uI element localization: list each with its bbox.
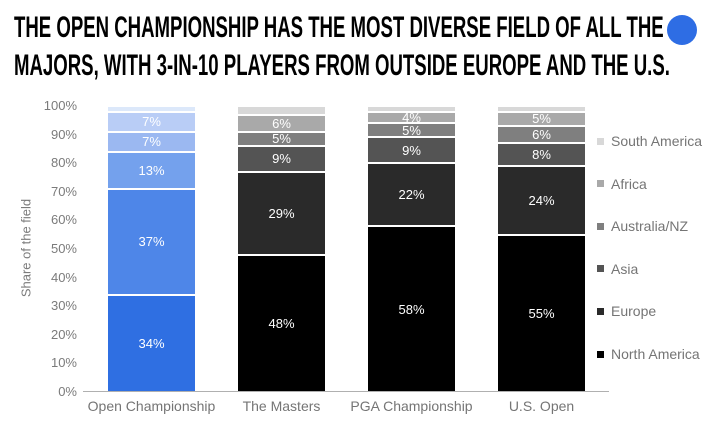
bar-segment: 6% bbox=[238, 113, 325, 131]
bar-segment: 37% bbox=[108, 187, 195, 294]
legend-label: Africa bbox=[611, 175, 647, 192]
bar-segment: 24% bbox=[498, 165, 585, 234]
bar-segment: 9% bbox=[368, 136, 455, 163]
stacked-bar: 48% 29% 9% 5% 6% bbox=[238, 105, 325, 391]
bar-segment: 7% bbox=[108, 130, 195, 151]
legend: South America Africa Australia/NZ Asia Europ… bbox=[597, 0, 716, 435]
bar-segment-label: 9% bbox=[272, 151, 291, 167]
x-axis-category-labels: Open Championship The Masters PGA Champion… bbox=[85, 398, 610, 418]
bar-segment-label: 7% bbox=[142, 114, 161, 130]
bar-segment-label: 6% bbox=[272, 115, 291, 131]
legend-label: Australia/NZ bbox=[611, 218, 689, 235]
legend-item: Asia bbox=[597, 261, 638, 277]
bar-segment-label: 37% bbox=[138, 234, 165, 250]
bar-segment-label: 22% bbox=[398, 187, 425, 203]
bar-segment: 5% bbox=[368, 122, 455, 138]
bar-segment-label: 34% bbox=[138, 335, 165, 351]
legend-swatch-icon bbox=[597, 137, 604, 145]
bar-segment: 22% bbox=[368, 162, 455, 226]
bar-segment: 13% bbox=[108, 150, 195, 188]
bar-segment-label: 8% bbox=[532, 147, 551, 163]
bar-segment: 5% bbox=[498, 110, 585, 127]
stacked-bar: 34% 37% 13% 7% 7% bbox=[108, 105, 195, 391]
bar-segment-label: 5% bbox=[402, 122, 421, 138]
bar-segment: 9% bbox=[238, 145, 325, 171]
chart-headline: THE OPEN CHAMPIONSHIP HAS THE MOST DIVER… bbox=[14, 9, 670, 85]
x-axis-line bbox=[83, 391, 609, 392]
y-tick-label: 80% bbox=[50, 155, 77, 171]
y-tick-label: 60% bbox=[50, 212, 77, 228]
bar-segment: 55% bbox=[498, 233, 585, 391]
bar-segment: 29% bbox=[238, 170, 325, 254]
legend-swatch-icon bbox=[597, 307, 604, 315]
bar-segment: 48% bbox=[238, 253, 325, 391]
bar-segment bbox=[368, 105, 455, 111]
stacked-bar: 58% 22% 9% 5% 4% bbox=[368, 105, 455, 391]
x-category-label: The Masters bbox=[242, 398, 321, 414]
y-tick-label: 70% bbox=[50, 183, 77, 199]
bar-segment: 58% bbox=[368, 225, 455, 391]
bar-segment: 4% bbox=[368, 109, 455, 125]
bar-segment-label: 7% bbox=[142, 134, 161, 150]
bar-segment: 8% bbox=[498, 142, 585, 166]
y-tick-label: 100% bbox=[43, 98, 77, 113]
brand-dot-icon bbox=[667, 15, 697, 45]
bar-segment-label: 55% bbox=[528, 305, 555, 321]
y-tick-label: 30% bbox=[50, 298, 77, 314]
stacked-bar: 55% 24% 8% 6% 5% bbox=[498, 105, 585, 391]
bar-segment: 7% bbox=[108, 110, 195, 131]
plot-area: 34% 37% 13% 7% 7% 48% 29% 9% 5% 6% 58% 22% 9% 5% 4% 55%… bbox=[85, 105, 610, 391]
legend-swatch-icon bbox=[597, 350, 604, 358]
legend-label: Asia bbox=[611, 260, 639, 277]
x-category-label: Open Championship bbox=[87, 398, 216, 414]
bar-segment-label: 48% bbox=[268, 315, 295, 331]
legend-swatch-icon bbox=[597, 180, 604, 188]
bar-segment: 34% bbox=[108, 293, 195, 391]
bar-segment-label: 9% bbox=[402, 142, 421, 158]
bar-segment-label: 24% bbox=[528, 192, 555, 208]
x-category-label: U.S. Open bbox=[508, 398, 575, 414]
bar-segment-label: 13% bbox=[138, 162, 165, 178]
headline-line-2: MAJORS, WITH 3-IN-10 PLAYERS FROM OUTSID… bbox=[14, 49, 670, 82]
bar-segment-label: 29% bbox=[268, 205, 295, 221]
bar-segment bbox=[108, 105, 195, 111]
headline-line-1: THE OPEN CHAMPIONSHIP HAS THE MOST DIVER… bbox=[14, 11, 664, 44]
bar-segment bbox=[238, 105, 325, 114]
bar-segment-label: 4% bbox=[402, 109, 421, 125]
x-category-label: PGA Championship bbox=[350, 398, 473, 414]
bar-segment bbox=[498, 105, 585, 111]
y-tick-label: 50% bbox=[50, 241, 77, 256]
bar-segment-label: 58% bbox=[398, 301, 425, 317]
bar-segment-label: 5% bbox=[272, 131, 291, 147]
bar-segment: 5% bbox=[238, 130, 325, 147]
y-tick-label: 0% bbox=[58, 384, 77, 399]
bar-segment: 6% bbox=[498, 125, 585, 143]
y-tick-label: 90% bbox=[50, 126, 77, 142]
legend-item: South America bbox=[597, 133, 702, 149]
bar-segment-label: 5% bbox=[532, 111, 551, 127]
legend-item: Australia/NZ bbox=[597, 218, 688, 234]
y-tick-label: 10% bbox=[50, 355, 77, 371]
legend-item: Europe bbox=[597, 303, 656, 319]
y-tick-label: 40% bbox=[50, 269, 77, 285]
y-tick-label: 20% bbox=[50, 326, 77, 342]
y-axis-tick-labels: 0% 10% 20% 30% 40% 50% 60% 70% 80% 90% 100% bbox=[0, 98, 77, 399]
legend-label: North America bbox=[611, 346, 700, 362]
legend-label: South America bbox=[611, 133, 703, 149]
legend-item: Africa bbox=[597, 176, 647, 192]
legend-label: Europe bbox=[611, 303, 657, 320]
legend-swatch-icon bbox=[597, 222, 604, 230]
legend-item: North America bbox=[597, 346, 700, 362]
bar-segment-label: 6% bbox=[532, 127, 551, 143]
legend-swatch-icon bbox=[597, 265, 604, 273]
